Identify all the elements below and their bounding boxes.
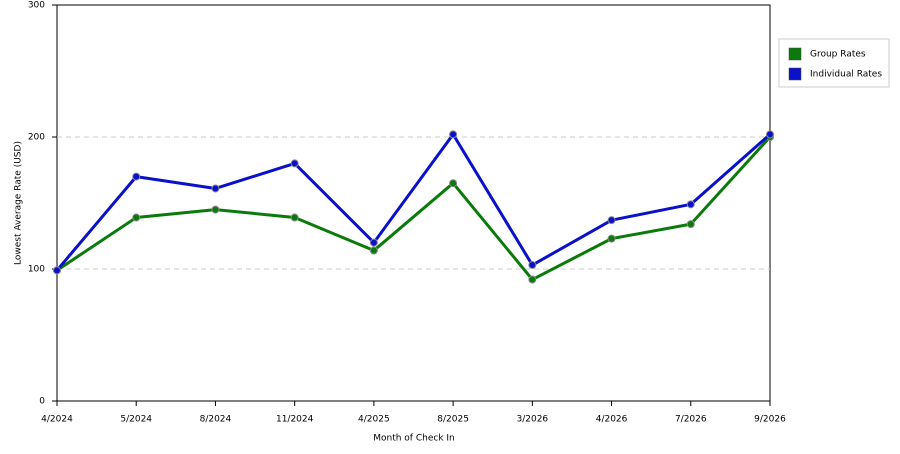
y-axis-label: Lowest Average Rate (USD) — [14, 141, 24, 265]
x-tick-label: 4/2026 — [596, 415, 628, 425]
data-point — [449, 179, 458, 188]
data-point — [132, 213, 141, 222]
y-tick-label: 200 — [28, 133, 45, 143]
x-tick-label: 5/2024 — [120, 415, 152, 425]
y-tick-label: 300 — [28, 1, 45, 11]
legend-swatch — [788, 67, 802, 81]
data-point — [132, 172, 141, 181]
x-tick-label: 7/2026 — [675, 415, 707, 425]
data-point — [290, 213, 299, 222]
x-tick-label: 4/2025 — [358, 415, 390, 425]
x-tick-label: 9/2026 — [754, 415, 786, 425]
legend-label: Individual Rates — [810, 70, 882, 80]
series-line — [56, 135, 772, 282]
data-point — [449, 130, 458, 139]
data-point — [528, 275, 537, 284]
x-tick-label: 8/2024 — [200, 415, 232, 425]
series-line — [55, 132, 771, 272]
data-point — [686, 200, 695, 209]
legend-swatch — [788, 47, 802, 61]
plot-area — [56, 4, 771, 402]
x-axis-label: Month of Check In — [373, 434, 455, 444]
legend-label: Group Rates — [810, 50, 866, 60]
data-point — [211, 184, 220, 193]
data-point — [369, 238, 378, 247]
y-tick-label: 0 — [39, 397, 45, 407]
data-point — [290, 159, 299, 168]
data-point — [607, 234, 616, 243]
y-tick-label: 100 — [28, 265, 45, 275]
x-tick-label: 4/2024 — [41, 415, 73, 425]
data-point — [686, 220, 695, 229]
data-point — [369, 246, 378, 255]
data-point — [528, 261, 537, 270]
x-tick-label: 3/2026 — [516, 415, 548, 425]
data-point — [766, 130, 774, 139]
data-point — [53, 266, 61, 275]
x-tick-label: 8/2025 — [437, 415, 469, 425]
data-point — [607, 216, 616, 225]
data-point — [211, 205, 220, 214]
x-tick-label: 11/2024 — [276, 415, 314, 425]
